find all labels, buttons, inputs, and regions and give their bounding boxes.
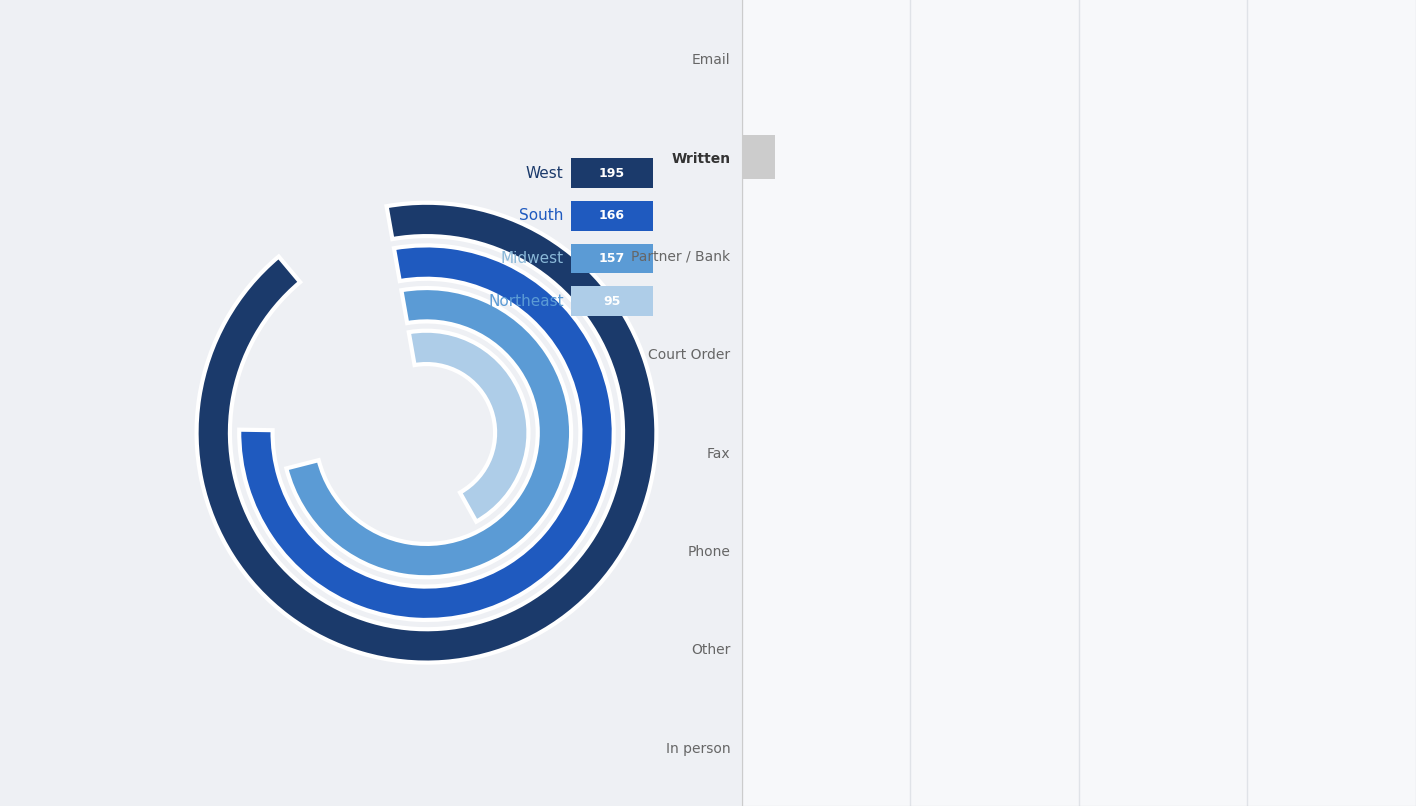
Text: 195: 195 (599, 167, 624, 180)
Text: 157: 157 (599, 251, 624, 265)
Wedge shape (239, 245, 613, 620)
Text: West: West (525, 165, 564, 181)
Bar (742, 135, 776, 179)
FancyBboxPatch shape (571, 243, 653, 273)
FancyBboxPatch shape (571, 201, 653, 231)
Text: 95: 95 (603, 294, 620, 308)
Text: Midwest: Midwest (501, 251, 564, 266)
Text: Northeast: Northeast (489, 293, 564, 309)
FancyBboxPatch shape (571, 286, 653, 316)
Text: 166: 166 (599, 210, 624, 222)
Wedge shape (197, 203, 657, 663)
FancyBboxPatch shape (571, 158, 653, 188)
Wedge shape (286, 288, 571, 577)
Wedge shape (409, 330, 528, 521)
Text: South: South (520, 208, 564, 223)
